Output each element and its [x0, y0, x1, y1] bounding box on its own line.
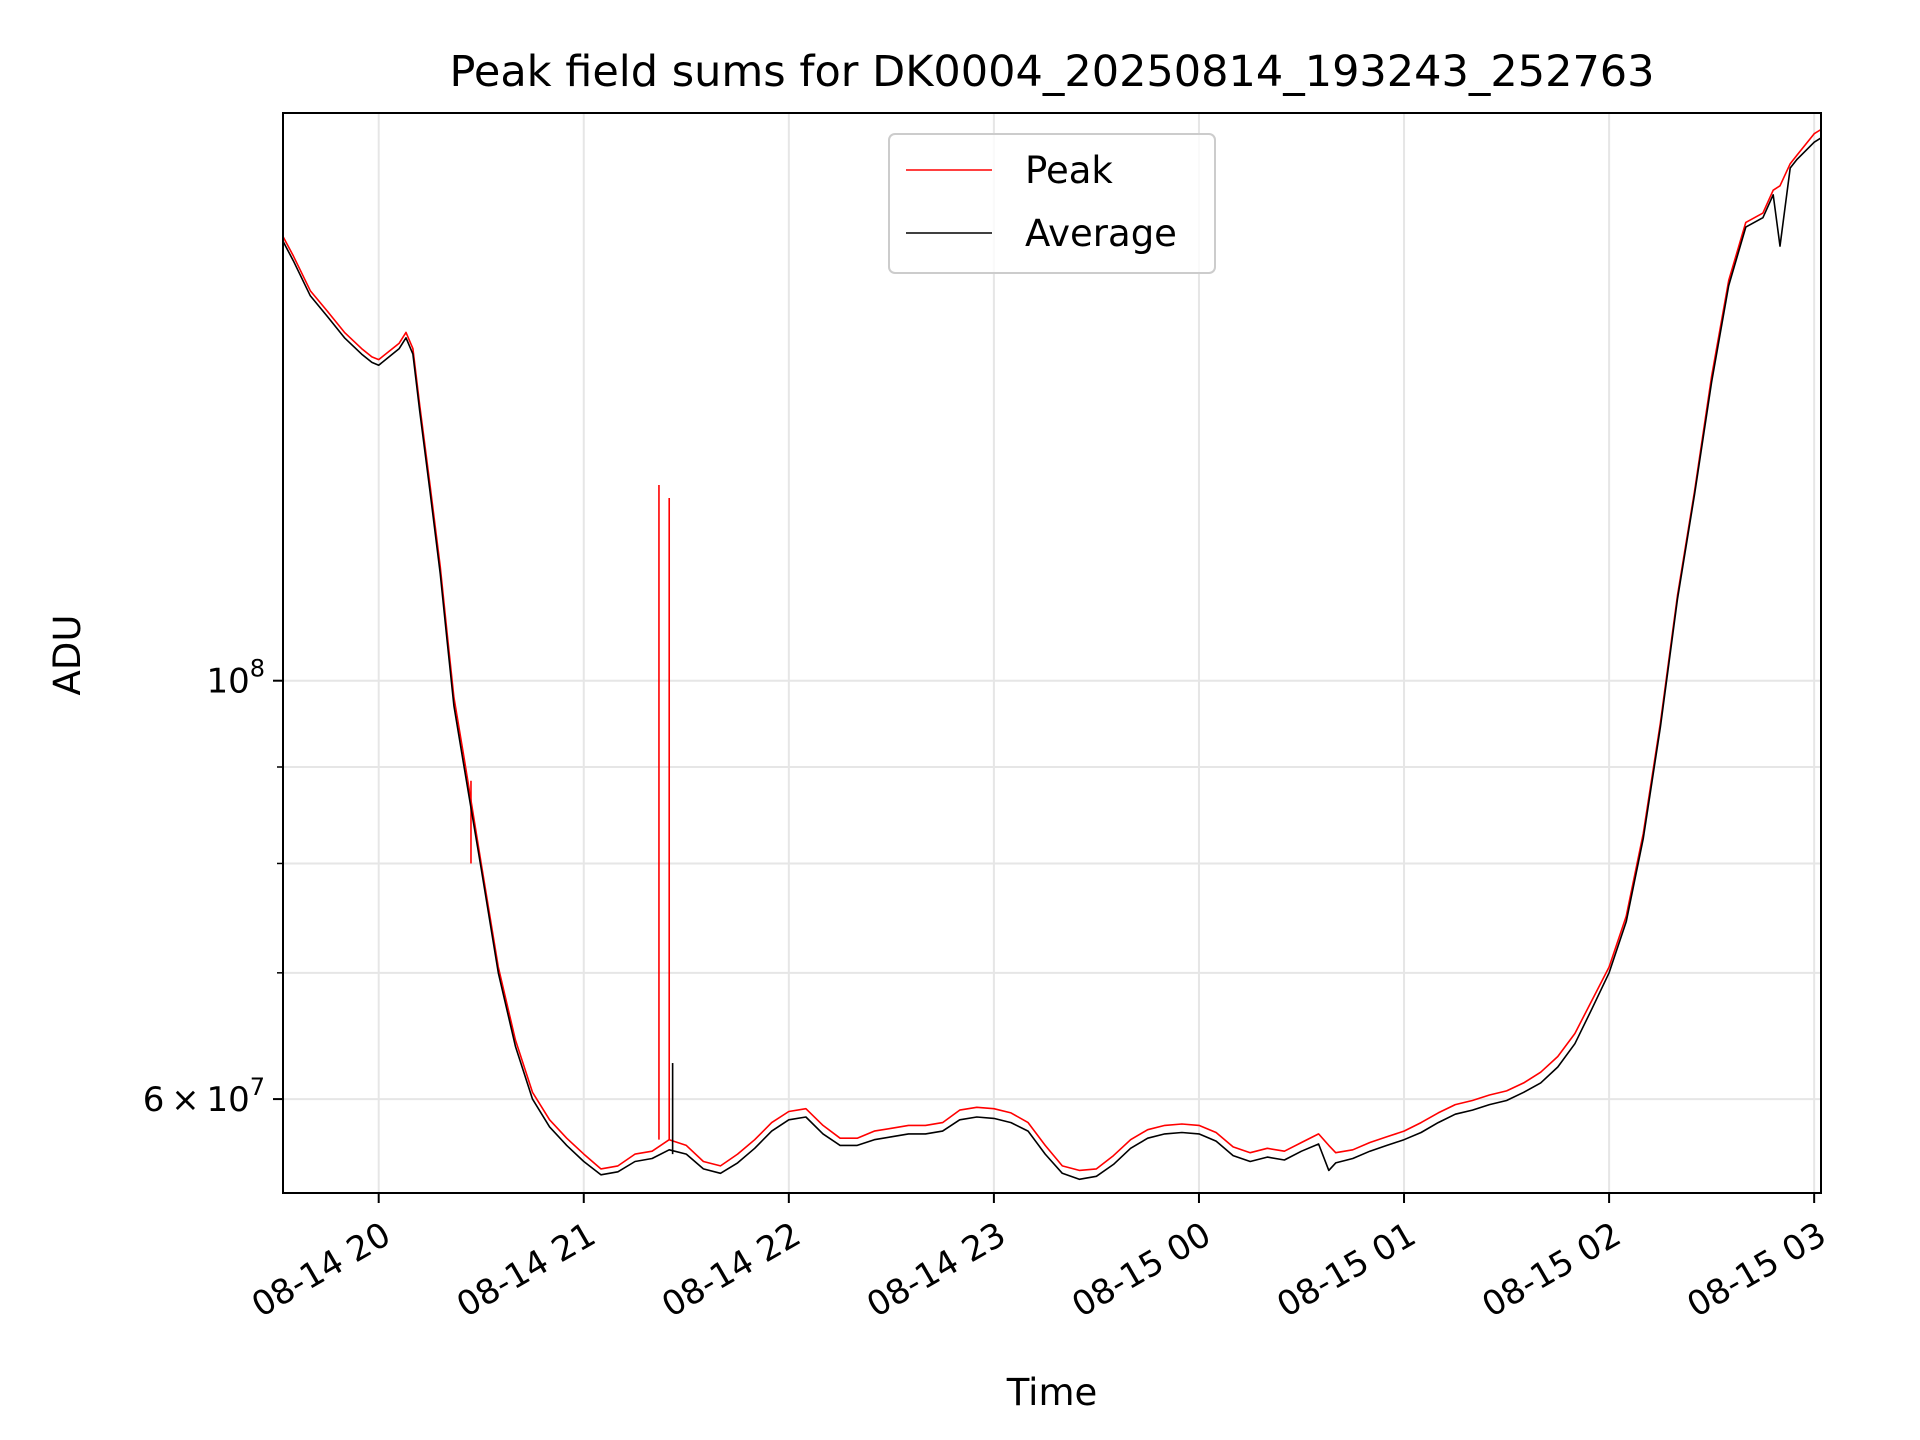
series-line-average: [282, 137, 1822, 1181]
series-layer: [282, 128, 1822, 1181]
y-axis-label: ADU: [46, 615, 89, 696]
grid: [283, 113, 1821, 1193]
legend-box: [888, 133, 1216, 274]
y-tick-label: 6 × 107: [143, 1073, 265, 1120]
x-axis-label: Time: [1006, 1371, 1098, 1414]
series-line-peak: [282, 128, 1822, 1172]
y-axis: 108 6 × 107: [143, 655, 283, 1120]
plot-frame: [282, 112, 1822, 1194]
legend-label-peak: Peak: [1025, 149, 1113, 192]
y-tick-label: 108: [206, 655, 265, 702]
legend: Peak Average: [888, 133, 1216, 274]
plot-background: [283, 113, 1821, 1193]
chart-title: Peak field sums for DK0004_20250814_1932…: [449, 47, 1654, 97]
legend-label-average: Average: [1025, 212, 1177, 255]
